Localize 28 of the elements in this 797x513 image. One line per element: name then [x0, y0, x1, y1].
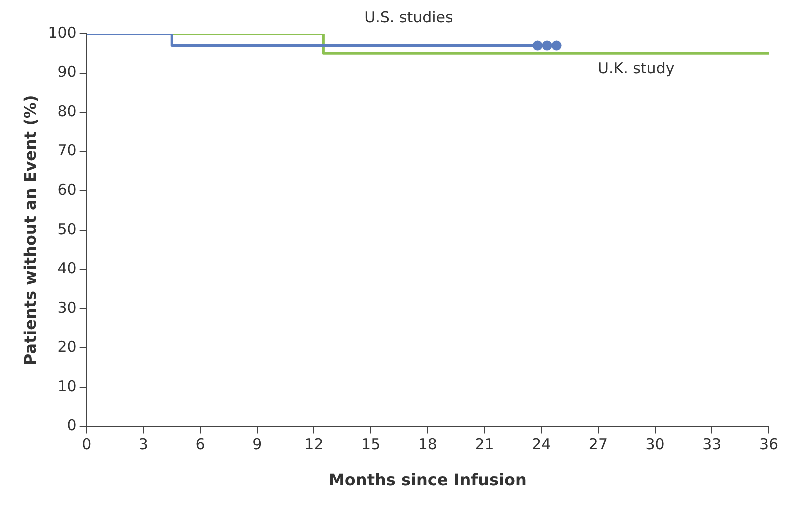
- y-tick-label: 0: [67, 416, 77, 435]
- y-tick-label: 30: [58, 298, 77, 317]
- x-tick-label: 15: [362, 436, 381, 454]
- series-label: U.K. study: [598, 60, 675, 78]
- y-tick-label: 60: [58, 181, 77, 200]
- x-tick-label: 3: [138, 436, 148, 454]
- y-tick-label: 90: [58, 63, 77, 82]
- x-tick-label: 36: [759, 436, 779, 454]
- x-tick-label: 33: [702, 436, 722, 454]
- x-tick-label: 30: [646, 436, 665, 454]
- y-tick-label: 70: [58, 142, 77, 160]
- y-tick-label: 10: [58, 377, 77, 396]
- x-tick-label: 18: [418, 436, 438, 454]
- y-tick-label: 80: [58, 102, 77, 120]
- y-axis-title: Patients without an Event (%): [20, 95, 40, 366]
- y-tick-label: 100: [48, 24, 77, 42]
- x-tick-label: 27: [588, 436, 608, 454]
- x-tick-label: 21: [475, 436, 494, 454]
- y-tick-label: 20: [58, 338, 77, 356]
- x-tick-label: 6: [196, 436, 206, 454]
- series-label: U.S. studies: [364, 8, 454, 27]
- x-tick-label: 0: [82, 436, 92, 454]
- y-tick-label: 40: [58, 260, 77, 278]
- x-tick-label: 9: [252, 436, 262, 454]
- y-tick-label: 50: [58, 220, 77, 238]
- x-tick-label: 24: [532, 436, 552, 454]
- x-axis-title: Months since Infusion: [329, 470, 527, 490]
- x-tick-label: 12: [304, 436, 324, 454]
